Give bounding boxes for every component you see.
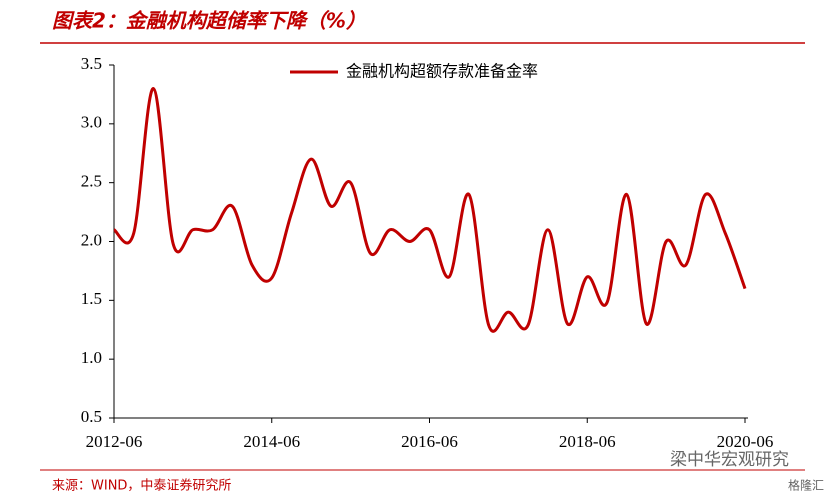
y-tick-label: 1.5 [81, 289, 102, 308]
chart-title: 图表2：金融机构超储率下降（%） [52, 9, 366, 33]
legend-label: 金融机构超额存款准备金率 [346, 62, 538, 81]
x-tick-label: 2012-06 [86, 432, 143, 451]
source-note: 来源：WIND，中泰证券研究所 [52, 478, 231, 494]
y-tick-label: 3.5 [81, 54, 102, 73]
x-tick-label: 2020-06 [717, 432, 774, 451]
y-tick-label: 3.0 [81, 113, 102, 132]
x-tick-label: 2018-06 [559, 432, 616, 451]
x-tick-label: 2016-06 [401, 432, 458, 451]
watermark-logo: 格隆汇 [788, 478, 824, 493]
data-line [113, 87, 747, 333]
watermark: 梁中华宏观研究 [670, 450, 789, 470]
y-tick-label: 0.5 [81, 407, 102, 426]
y-tick-label: 2.0 [81, 230, 102, 249]
y-tick-label: 1.0 [81, 348, 102, 367]
x-tick-label: 2014-06 [243, 432, 300, 451]
y-tick-label: 2.5 [81, 172, 102, 191]
